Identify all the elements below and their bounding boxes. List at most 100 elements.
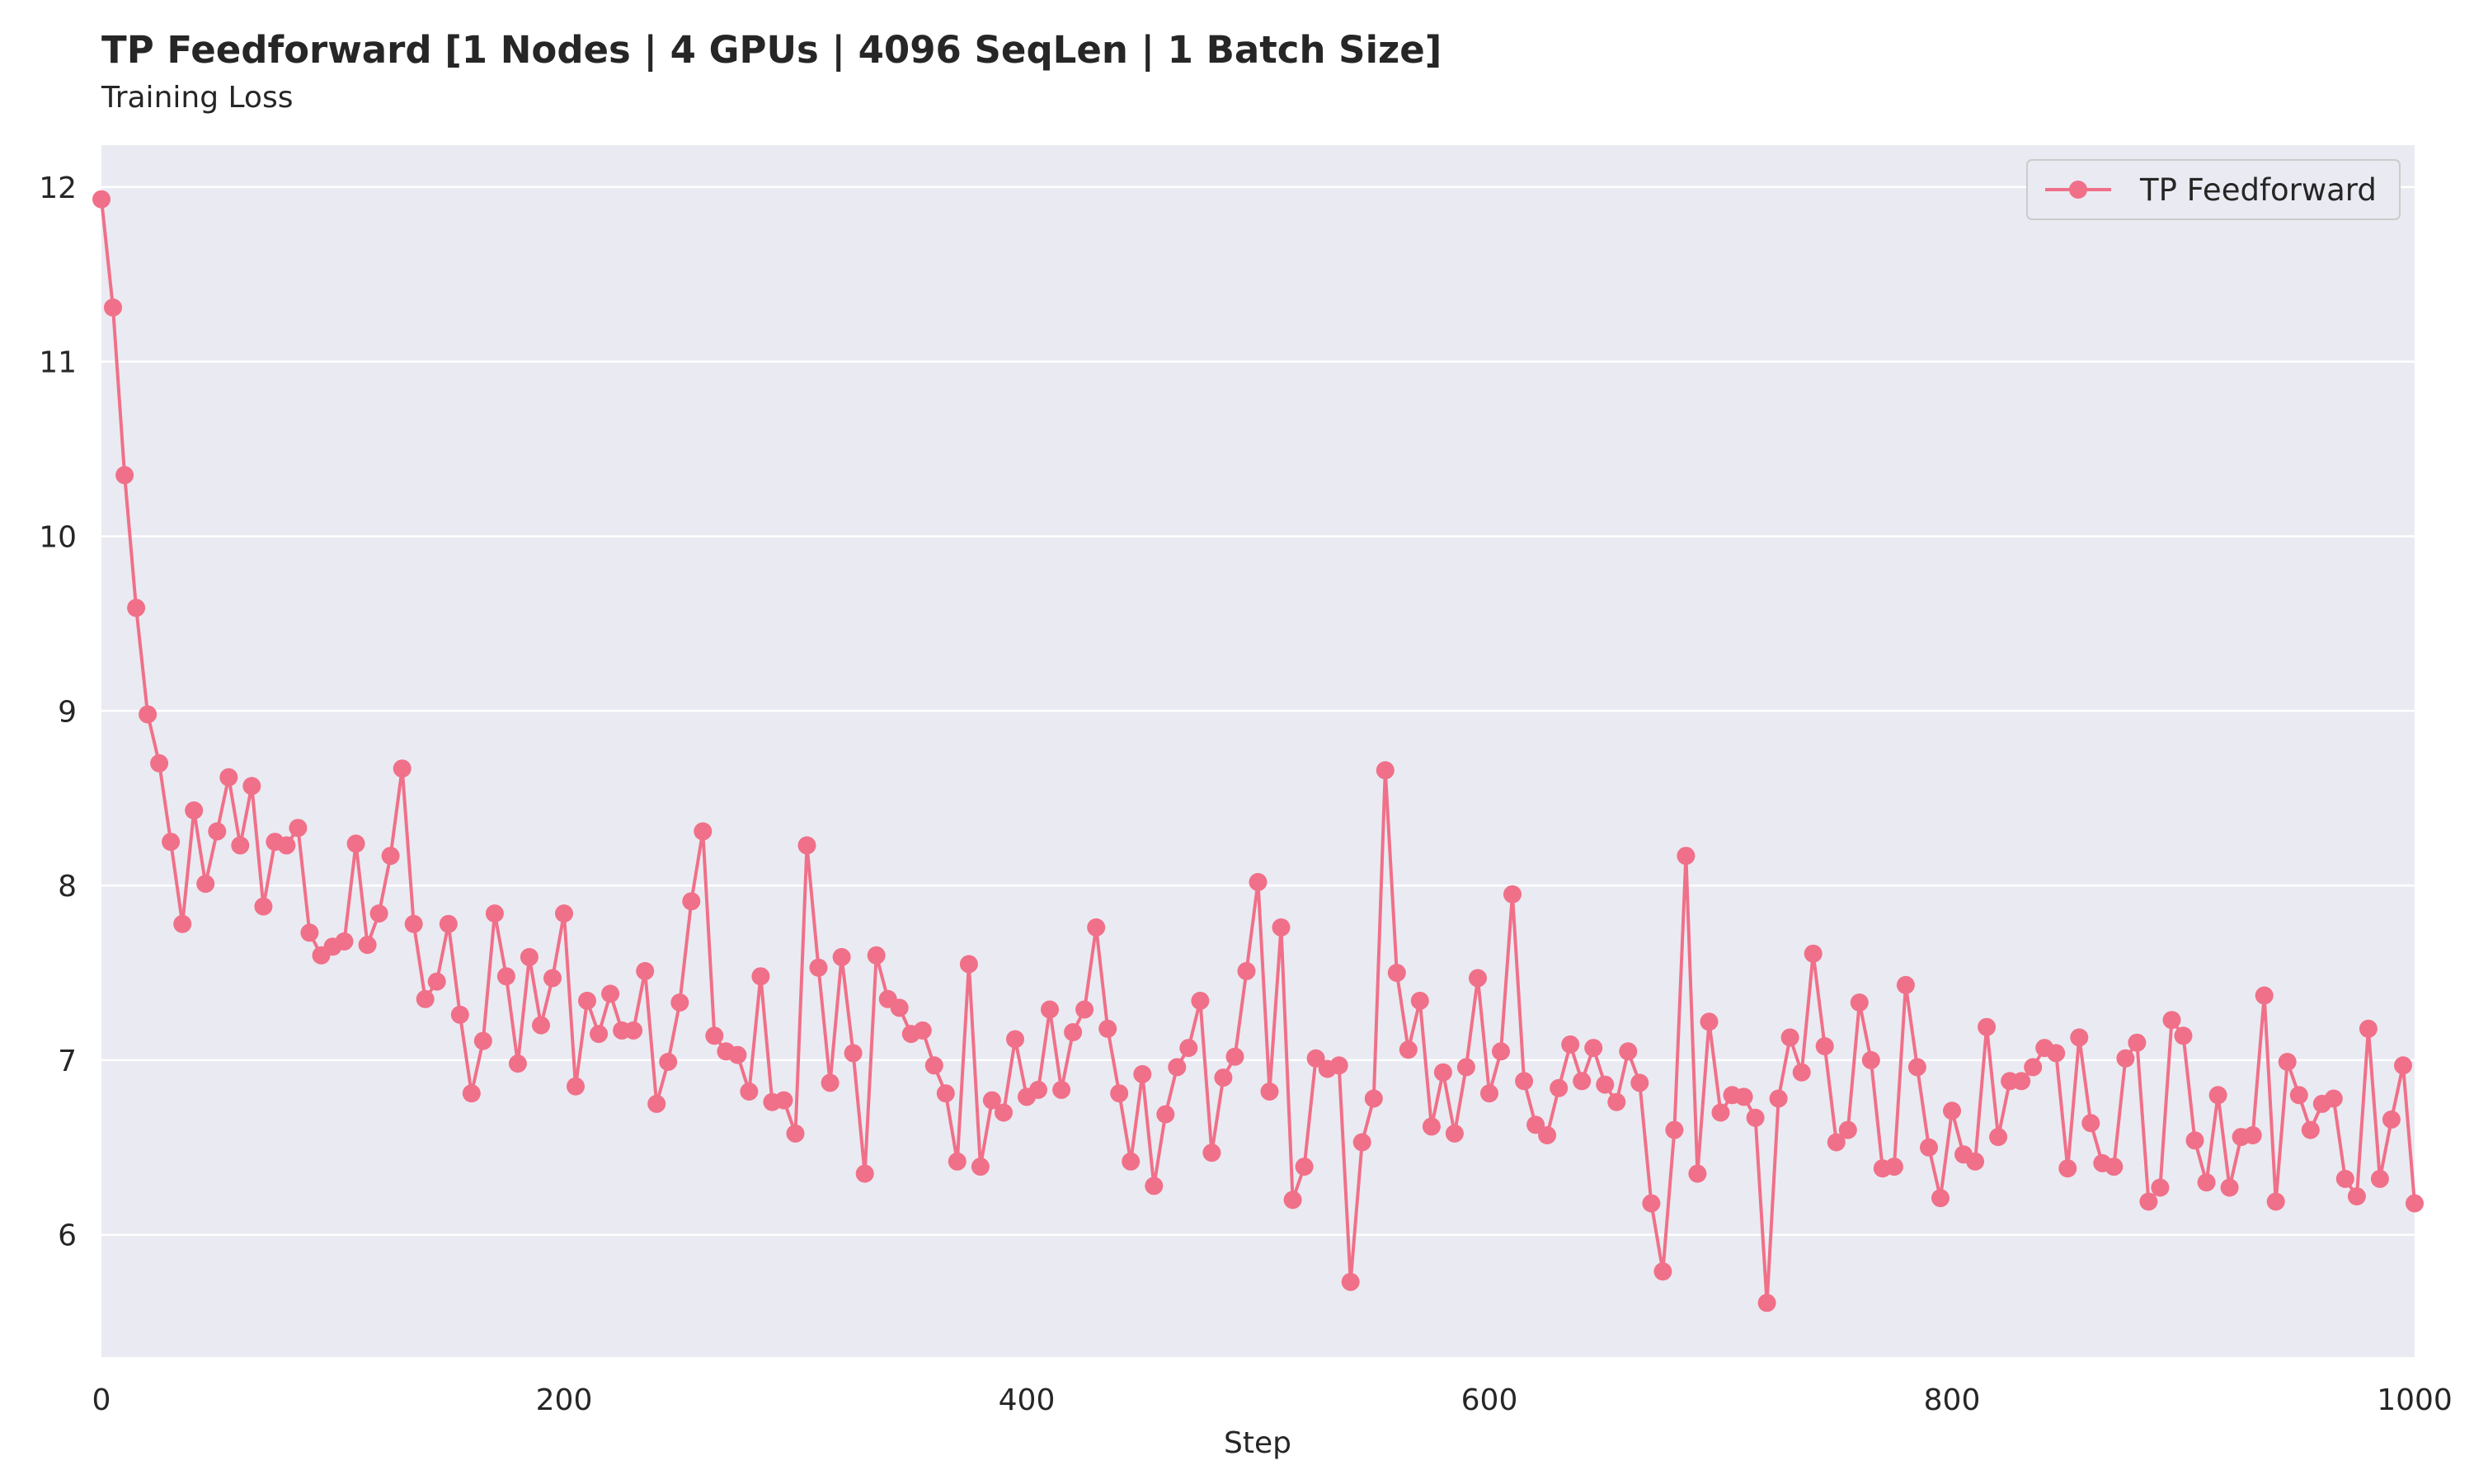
data-point [740,1082,759,1101]
y-tick-label: 7 [58,1045,77,1078]
legend: TP Feedforward [2026,159,2401,220]
data-point [1075,1000,1094,1019]
data-point [1399,1040,1418,1059]
data-point [1619,1042,1638,1061]
x-tick-label: 600 [1461,1383,1518,1417]
x-tick-label: 200 [536,1383,593,1417]
data-point [242,777,261,796]
data-point [185,801,204,819]
data-point [567,1077,585,1096]
series-group [92,190,2424,1313]
data-point [2266,1192,2285,1211]
data-point [1168,1058,1187,1077]
data-point [948,1152,967,1171]
data-point [1110,1084,1129,1103]
data-point [1225,1047,1244,1066]
data-point [601,984,620,1003]
data-point [231,836,250,855]
data-point [728,1045,747,1064]
data-point [832,947,851,966]
legend-label: TP Feedforward [2139,172,2377,208]
data-point [959,955,978,974]
data-point [1469,969,1487,988]
data-point [913,1021,932,1040]
data-point [1757,1294,1776,1313]
x-tick-label: 400 [999,1383,1056,1417]
x-axis-label: Step [1224,1426,1291,1460]
data-point [1352,1133,1371,1152]
data-point [2162,1011,2181,1030]
data-point [2394,1056,2412,1075]
data-point [924,1056,943,1075]
data-point [104,298,122,317]
data-point [289,819,308,838]
data-point [2255,986,2274,1005]
data-point [2012,1072,2031,1091]
data-point [139,705,158,724]
data-point [1364,1089,1383,1108]
data-point [936,1084,955,1103]
data-point [1827,1133,1846,1152]
data-point [427,972,446,991]
data-point [2406,1194,2424,1213]
data-point [1780,1028,1799,1047]
data-point [462,1084,481,1103]
data-point [2151,1178,2170,1197]
data-point [751,967,770,986]
data-point [2128,1033,2147,1052]
x-tick-label: 800 [1924,1383,1981,1417]
data-point [2359,1019,2378,1038]
data-point [2139,1192,2158,1211]
data-point [1746,1108,1765,1127]
data-point [1306,1049,1325,1068]
data-point [1769,1089,1788,1108]
data-point [867,946,886,965]
data-point [1966,1152,1985,1171]
data-point [1087,918,1106,937]
data-point [208,822,227,841]
data-point [92,190,111,209]
data-point [1145,1176,1164,1195]
data-point [1538,1126,1557,1144]
data-point [1550,1078,1569,1097]
y-tick-label: 6 [58,1219,77,1253]
data-point [1249,872,1268,891]
data-point [416,989,435,1008]
data-point [1029,1080,1047,1099]
y-tick-label: 11 [39,346,77,380]
data-point [1931,1189,1950,1208]
data-point [1202,1144,1221,1162]
data-point [1884,1158,1903,1176]
data-point [346,834,365,853]
data-point [127,599,146,618]
data-point [1272,918,1291,937]
data-point [1133,1064,1152,1083]
data-point [1492,1042,1510,1061]
chart-subtitle: Training Loss [101,81,294,115]
chart-title: TP Feedforward [1 Nodes | 4 GPUs | 4096 … [101,28,1442,72]
data-point [809,958,828,977]
data-point [1711,1103,1730,1122]
data-point [982,1091,1001,1110]
data-point [1260,1082,1279,1101]
data-point [1907,1058,1926,1077]
data-point [578,991,596,1010]
data-point [590,1025,609,1044]
data-point [1573,1072,1592,1091]
data-point [1943,1101,1961,1120]
data-point [173,914,192,933]
y-tick-label: 12 [39,171,77,205]
data-point [1526,1115,1545,1134]
data-point [1156,1105,1175,1124]
data-point [1237,961,1256,980]
data-point [1098,1019,1117,1038]
data-point [1122,1152,1141,1171]
data-point [844,1044,863,1063]
data-point [1445,1124,1464,1143]
data-point [1978,1017,1997,1036]
data-point [335,932,354,951]
data-point [705,1026,724,1045]
data-point [2024,1058,2043,1077]
y-tick-label: 9 [58,695,77,729]
